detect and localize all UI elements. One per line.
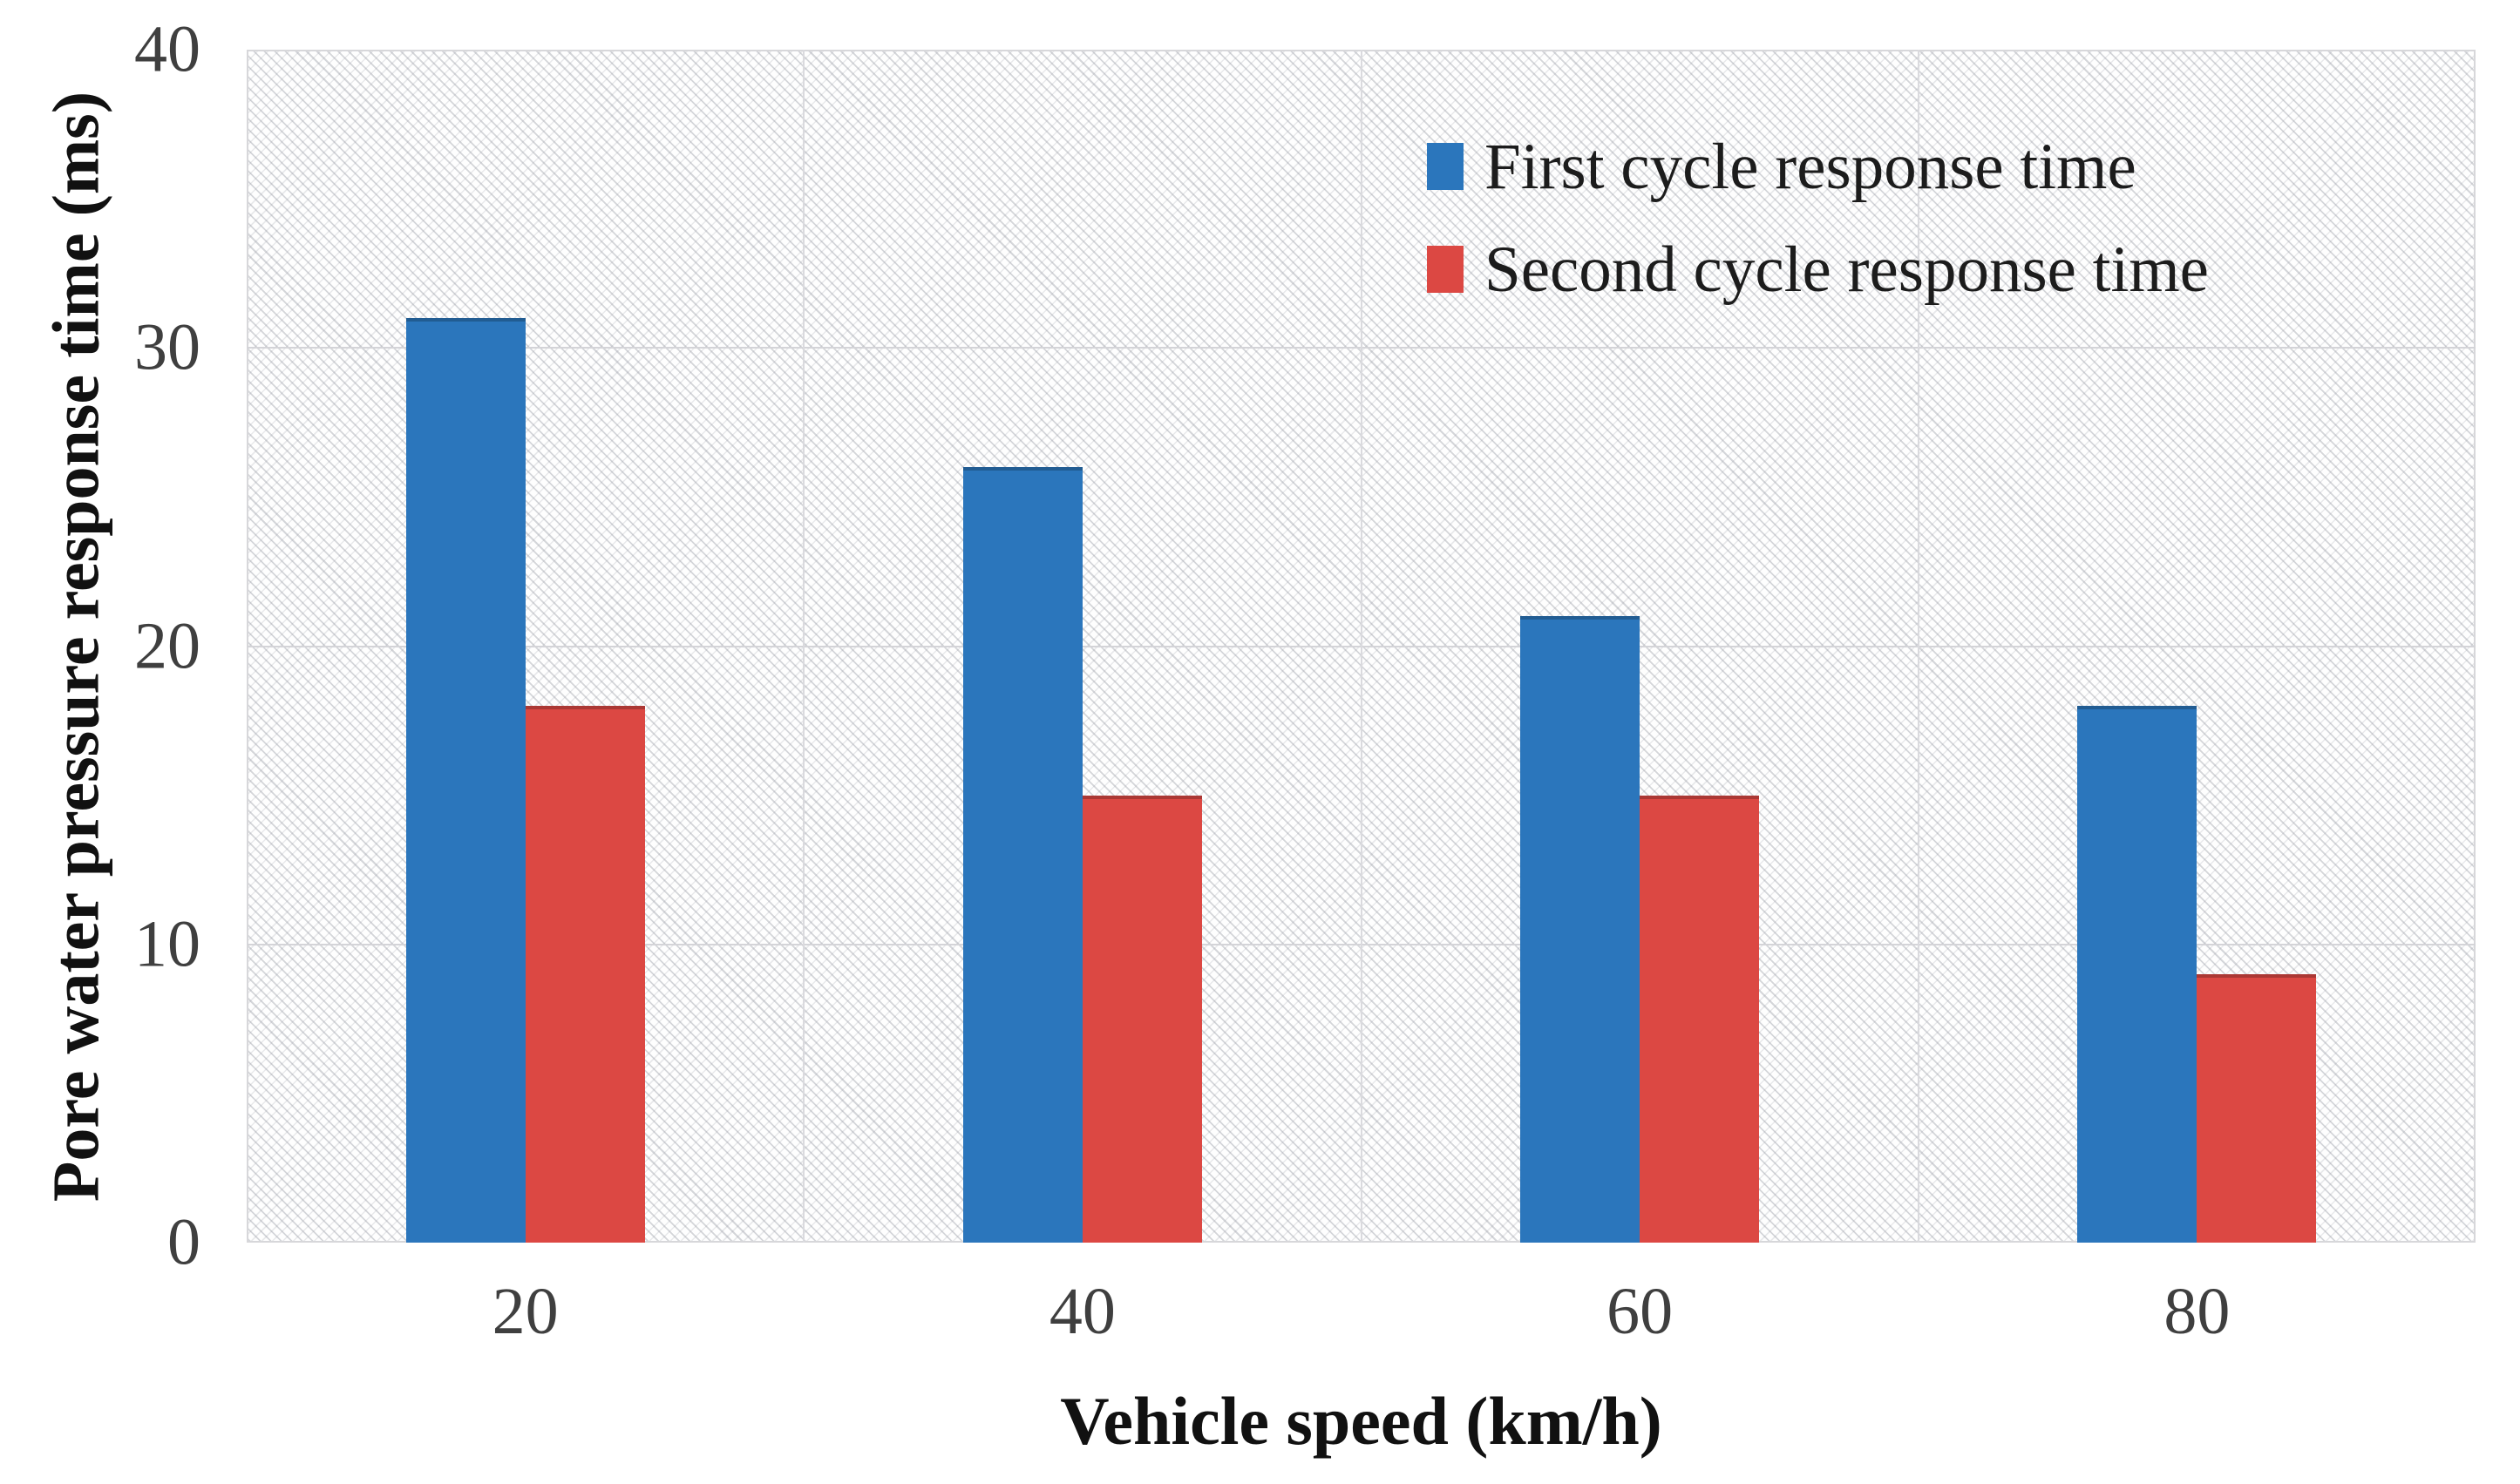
bar-series2-x60 xyxy=(1640,795,1760,1243)
legend-item-1: First cycle response time xyxy=(1427,126,2209,207)
bar-series1-x80 xyxy=(2077,705,2197,1243)
bar-series2-x80 xyxy=(2197,973,2317,1243)
legend-label-1: First cycle response time xyxy=(1484,130,2136,203)
gridline-vertical-3 xyxy=(1917,50,1919,1243)
x-axis-title: Vehicle speed (km/h) xyxy=(1060,1383,1662,1459)
legend-swatch-2 xyxy=(1427,246,1464,293)
y-tick-label-40: 40 xyxy=(134,12,200,86)
y-axis-title: Pore water pressure response time (ms) xyxy=(39,91,113,1202)
legend: First cycle response time Second cycle re… xyxy=(1427,126,2209,332)
bar-series1-x20 xyxy=(405,318,526,1243)
x-tick-label-60: 60 xyxy=(1606,1275,1674,1348)
bar-series2-x20 xyxy=(525,705,645,1243)
y-tick-label-30: 30 xyxy=(134,310,200,384)
y-tick-label-20: 20 xyxy=(134,609,200,682)
x-tick-label-40: 40 xyxy=(1049,1275,1116,1348)
x-tick-label-20: 20 xyxy=(492,1275,559,1348)
y-tick-label-10: 10 xyxy=(134,907,200,981)
legend-swatch-1 xyxy=(1427,143,1464,190)
legend-label-2: Second cycle response time xyxy=(1484,233,2209,306)
legend-item-2: Second cycle response time xyxy=(1427,229,2209,309)
bar-series2-x40 xyxy=(1082,795,1202,1243)
bar-series1-x60 xyxy=(1520,616,1640,1243)
x-tick-label-80: 80 xyxy=(2163,1275,2231,1348)
gridline-vertical-2 xyxy=(1360,50,1362,1243)
gridline-vertical-1 xyxy=(803,50,805,1243)
y-tick-label-0: 0 xyxy=(167,1205,200,1279)
bar-series1-x40 xyxy=(962,467,1083,1243)
